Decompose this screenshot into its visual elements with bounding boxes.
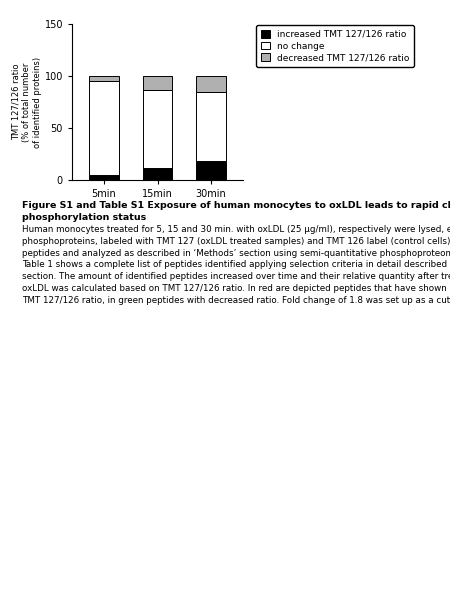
Bar bbox=[90, 81, 119, 175]
Y-axis label: TMT 127/126 ratio
(% of total number
of identified proteins): TMT 127/126 ratio (% of total number of … bbox=[12, 56, 42, 148]
Bar bbox=[90, 76, 119, 81]
Bar bbox=[196, 161, 225, 180]
Text: phosphorylation status: phosphorylation status bbox=[22, 213, 147, 222]
Bar bbox=[143, 89, 172, 167]
Bar bbox=[143, 76, 172, 89]
Text: Human monocytes treated for 5, 15 and 30 min. with oxLDL (25 μg/ml), respectivel: Human monocytes treated for 5, 15 and 30… bbox=[22, 225, 450, 305]
Text: Figure S1 and Table S1 Exposure of human monocytes to oxLDL leads to rapid chang: Figure S1 and Table S1 Exposure of human… bbox=[22, 201, 450, 210]
Legend: increased TMT 127/126 ratio, no change, decreased TMT 127/126 ratio: increased TMT 127/126 ratio, no change, … bbox=[256, 25, 414, 67]
Bar bbox=[143, 167, 172, 180]
Bar bbox=[90, 175, 119, 180]
Bar bbox=[196, 92, 225, 161]
Bar bbox=[196, 76, 225, 92]
